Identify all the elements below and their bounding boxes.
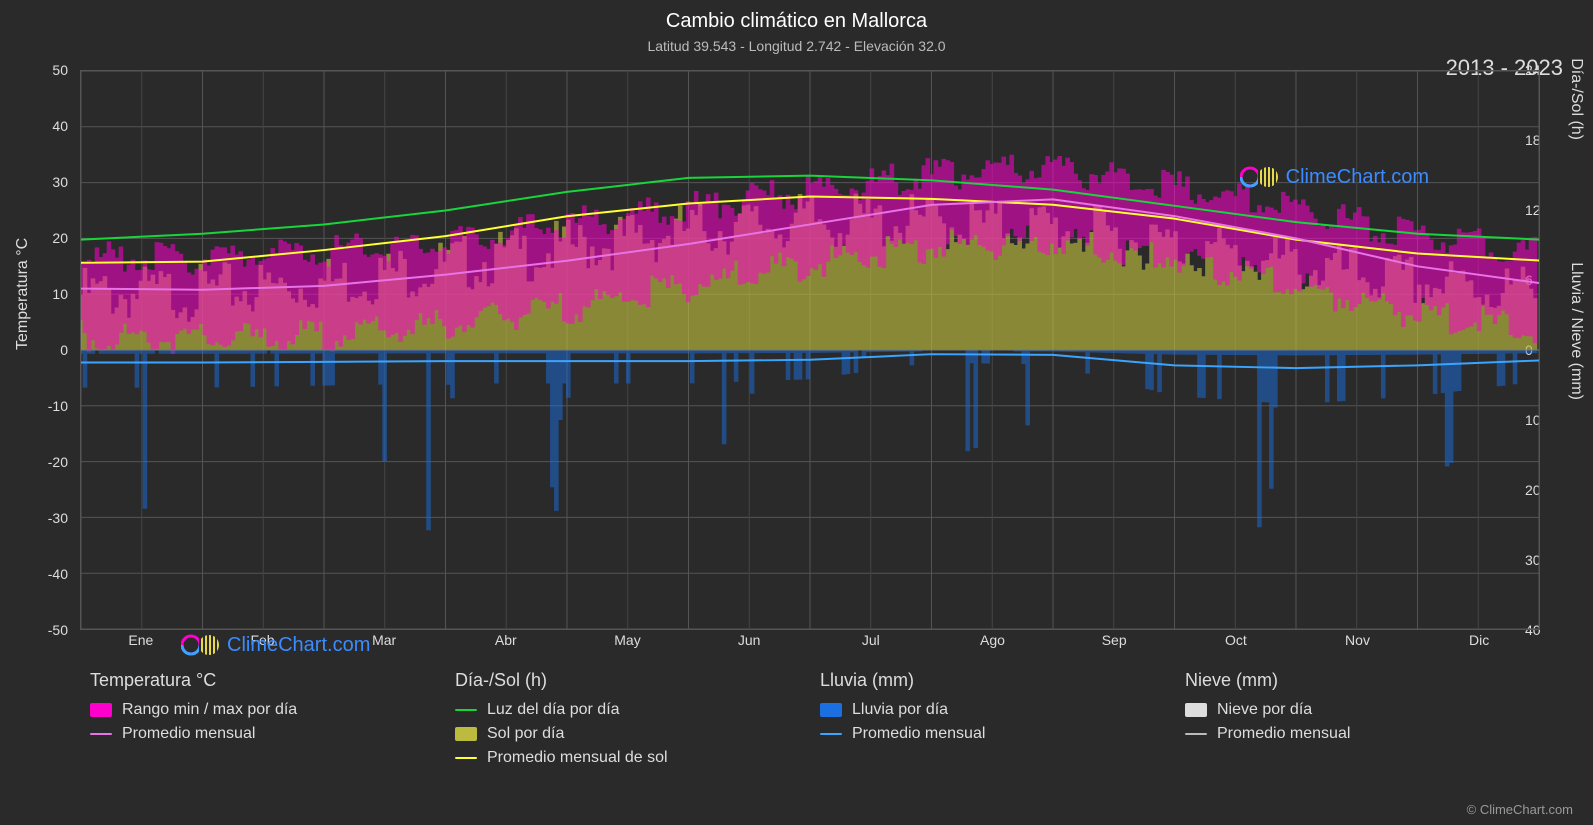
y1-tick: -20 [48, 454, 68, 470]
plot-svg [81, 71, 1539, 629]
legend-col-rain: Lluvia (mm) Lluvia por día Promedio mensua… [810, 670, 1175, 773]
legend-label: Rango min / max por día [122, 701, 297, 719]
x-tick: Oct [1225, 632, 1247, 648]
y1-tick: 30 [52, 174, 68, 190]
legend-col-temp: Temperatura °C Rango min / max por día Pro… [80, 670, 445, 773]
legend-item: Promedio mensual de sol [455, 749, 800, 767]
y1-tick: -10 [48, 398, 68, 414]
y1-ticks: 50403020100-10-20-30-40-50 [0, 70, 76, 630]
legend-swatch [90, 733, 112, 735]
x-tick: Dic [1469, 632, 1489, 648]
legend-swatch [455, 709, 477, 711]
y1-tick: 20 [52, 230, 68, 246]
legend-title: Temperatura °C [90, 670, 435, 691]
legend-item: Luz del día por día [455, 701, 800, 719]
legend-item: Lluvia por día [820, 701, 1165, 719]
legend-swatch [455, 757, 477, 759]
legend: Temperatura °C Rango min / max por día Pro… [80, 670, 1540, 773]
legend-label: Promedio mensual [1217, 725, 1350, 743]
watermark-bottom: ClimeChart.com [181, 631, 370, 659]
legend-col-snow: Nieve (mm) Nieve por día Promedio mensual [1175, 670, 1540, 773]
y1-tick: 40 [52, 118, 68, 134]
legend-swatch [820, 733, 842, 735]
x-tick: Sep [1102, 632, 1127, 648]
watermark-top: ClimeChart.com [1240, 163, 1429, 191]
watermark-logo-icon [181, 631, 221, 659]
y1-tick: -30 [48, 510, 68, 526]
x-tick: Ago [980, 632, 1005, 648]
y1-tick: 0 [60, 342, 68, 358]
legend-item: Promedio mensual [90, 725, 435, 743]
credit: © ClimeChart.com [1467, 802, 1573, 817]
legend-item: Rango min / max por día [90, 701, 435, 719]
legend-label: Promedio mensual [122, 725, 255, 743]
legend-label: Nieve por día [1217, 701, 1312, 719]
legend-label: Promedio mensual [852, 725, 985, 743]
legend-label: Luz del día por día [487, 701, 620, 719]
legend-swatch [455, 727, 477, 741]
legend-item: Promedio mensual [820, 725, 1165, 743]
legend-title: Día-/Sol (h) [455, 670, 800, 691]
watermark-logo-icon [1240, 163, 1280, 191]
y1-tick: 50 [52, 62, 68, 78]
legend-swatch [820, 703, 842, 717]
x-tick: Jun [738, 632, 761, 648]
x-tick: Ene [128, 632, 153, 648]
legend-label: Lluvia por día [852, 701, 948, 719]
legend-item: Nieve por día [1185, 701, 1530, 719]
legend-label: Sol por día [487, 725, 564, 743]
legend-item: Promedio mensual [1185, 725, 1530, 743]
watermark-text: ClimeChart.com [227, 634, 370, 657]
legend-swatch [1185, 733, 1207, 735]
x-tick: Jul [862, 632, 880, 648]
chart-container: Cambio climático en Mallorca Latitud 39.… [0, 0, 1593, 825]
y1-tick: -50 [48, 622, 68, 638]
x-tick: Nov [1345, 632, 1370, 648]
watermark-text: ClimeChart.com [1286, 166, 1429, 189]
legend-swatch [90, 703, 112, 717]
chart-title: Cambio climático en Mallorca [0, 10, 1593, 33]
legend-col-sun: Día-/Sol (h) Luz del día por día Sol por d… [445, 670, 810, 773]
y1-tick: 10 [52, 286, 68, 302]
plot-area: ClimeChart.com ClimeChart.com [80, 70, 1540, 630]
x-tick: Mar [372, 632, 396, 648]
legend-item: Sol por día [455, 725, 800, 743]
x-tick: Abr [495, 632, 517, 648]
legend-title: Nieve (mm) [1185, 670, 1530, 691]
legend-title: Lluvia (mm) [820, 670, 1165, 691]
legend-swatch [1185, 703, 1207, 717]
x-tick: May [614, 632, 640, 648]
chart-subtitle: Latitud 39.543 - Longitud 2.742 - Elevac… [0, 38, 1593, 54]
y1-tick: -40 [48, 566, 68, 582]
legend-label: Promedio mensual de sol [487, 749, 668, 767]
